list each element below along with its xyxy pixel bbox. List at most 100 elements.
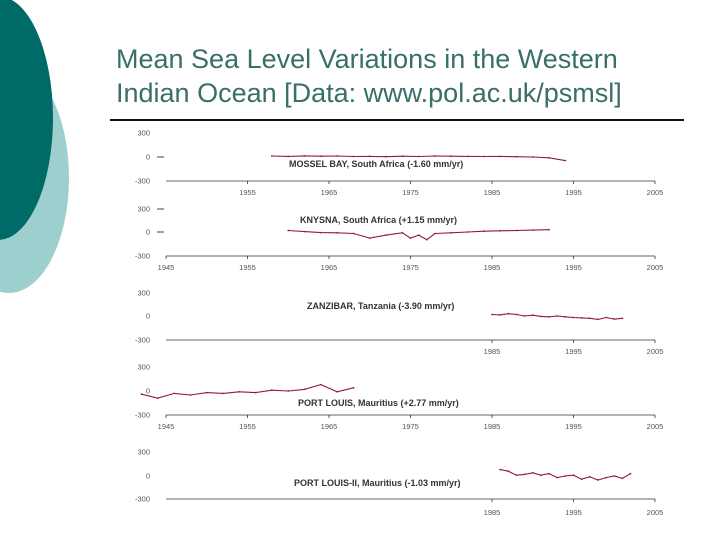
data-point [540,315,542,318]
data-point [352,155,355,158]
data-point [564,159,567,162]
chart-title: KNYSNA, South Africa (+1.15 mm/yr) [300,215,457,225]
y-tick-label: -300 [135,252,150,261]
data-point [523,473,526,476]
y-tick-label: -300 [135,495,150,504]
series-line-overlay [141,384,354,399]
data-point [613,318,616,320]
data-point [597,318,599,321]
data-point [271,155,273,157]
data-point [320,231,322,234]
data-point [507,312,510,315]
x-tick-label: 1955 [239,422,256,431]
data-point [523,315,526,317]
data-point [629,472,632,475]
data-point [287,229,290,232]
data-point [580,478,583,481]
x-tick-label: 1965 [321,422,338,431]
x-tick-label: 1985 [484,422,501,431]
data-point [303,155,306,157]
data-point [491,313,493,316]
data-point [499,314,502,316]
data-point [556,476,559,479]
data-point [499,155,502,158]
dark-teal-circle [0,0,53,240]
data-point [417,234,420,237]
x-tick-label: 1955 [239,263,256,272]
data-point [450,231,453,234]
data-point [588,317,591,320]
x-tick-label: 2005 [647,188,664,197]
y-tick-label: -300 [135,336,150,345]
x-tick-label: 1995 [565,263,582,272]
x-tick-label: 1995 [565,347,582,356]
data-point [238,390,241,393]
y-tick-label: -300 [135,411,150,420]
title-line-2: Indian Ocean [Data: www.pol.ac.uk/psmsl] [116,78,622,108]
data-point [417,155,420,158]
data-point [368,155,371,158]
data-point [352,232,355,235]
data-point [434,155,436,157]
x-tick-label: 1985 [484,347,501,356]
data-point [385,155,387,158]
data-point [548,228,550,231]
data-point [507,470,510,473]
data-point [205,391,208,394]
data-point [287,390,290,392]
x-tick-label: 2005 [647,422,664,431]
data-point [597,479,599,481]
data-point [515,229,518,232]
data-point [564,315,567,318]
x-tick-label: 1975 [402,188,419,197]
data-point [254,391,257,394]
data-point [556,315,559,317]
data-point [621,477,624,480]
title-line-1: Mean Sea Level Variations in the Western [116,44,618,74]
data-point [548,472,550,475]
x-tick-label: 1975 [402,263,419,272]
data-point [499,468,502,471]
data-point [336,390,338,393]
x-tick-label: 1995 [565,508,582,517]
data-point [156,397,159,400]
x-tick-label: 1985 [484,188,501,197]
data-point [271,389,273,392]
x-tick-label: 1975 [402,422,419,431]
data-point [515,155,518,158]
data-point [499,229,502,232]
x-tick-label: 1995 [565,188,582,197]
series-line-overlay [500,469,631,481]
data-point [548,156,550,159]
data-point [605,316,607,319]
data-point [320,383,322,386]
data-point [140,393,143,396]
x-tick-label: 1965 [321,263,338,272]
data-point [303,230,306,233]
data-point [466,155,469,158]
slide-title: Mean Sea Level Variations in the Western… [116,42,706,110]
y-tick-label: -300 [135,177,150,186]
chart-title: PORT LOUIS-II, Mauritius (-1.03 mm/yr) [294,478,461,488]
data-point [222,392,225,395]
data-point [540,474,542,477]
y-tick-label: 300 [137,363,150,372]
y-tick-label: 300 [137,448,150,457]
data-point [352,386,355,389]
data-point [531,314,534,317]
chart-title: MOSSEL BAY, South Africa (-1.60 mm/yr) [289,159,463,169]
y-tick-label: 0 [146,228,150,237]
data-point [336,231,338,234]
data-point [401,155,404,158]
series-line [141,384,354,399]
chart-title: PORT LOUIS, Mauritius (+2.77 mm/yr) [298,398,459,408]
data-point [425,238,428,241]
y-tick-label: 0 [146,153,150,162]
x-tick-label: 1965 [321,188,338,197]
y-tick-label: 300 [137,289,150,298]
data-point [189,394,192,396]
data-point [531,156,534,158]
data-point [572,474,575,477]
data-point [483,155,485,158]
